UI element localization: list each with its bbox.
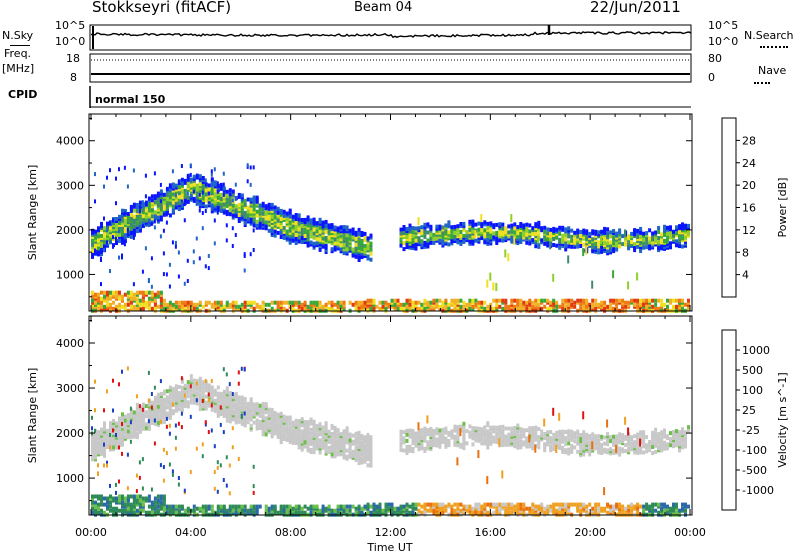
colorbar-tick-label: -500 (742, 464, 767, 477)
y-tick-label: 1000 (56, 268, 84, 281)
x-tick-label: 00:00 (674, 526, 706, 539)
cpid-value: normal 150 (95, 93, 166, 106)
colorbar-tick-label: -100 (742, 444, 767, 457)
velocity-axes: 1000 2000 3000 4000 Slant Range [km] (26, 316, 692, 515)
colorbar-tick-label: 20 (742, 179, 756, 192)
y-tick-label: 3000 (56, 179, 84, 192)
power-axes: 1000 2000 3000 4000 Slant Range [km] (26, 114, 692, 311)
x-tick-label: 08:00 (275, 526, 307, 539)
nsky-strip-frame (89, 24, 692, 51)
colorbar-tick-label: -1000 (742, 484, 774, 497)
nave-dotted-key (754, 82, 770, 84)
x-axis-label: Time UT (366, 541, 412, 554)
freq-strip-frame (89, 53, 692, 83)
x-tick-label: 04:00 (175, 526, 207, 539)
nsearch-label: N.Search (744, 29, 794, 42)
nave-label: Nave (758, 64, 787, 77)
nsearch-bottom-tick: 10^0 (708, 35, 739, 48)
nsky-top-tick: 10^5 (55, 19, 86, 32)
x-tick-label: 20:00 (574, 526, 606, 539)
y-tick-label: 4000 (56, 135, 84, 148)
nave-bottom-tick: 0 (708, 71, 715, 84)
nsky-bottom-tick: 10^0 (55, 35, 86, 48)
power-colorbar: 4 8 12 16 20 24 28 Power [dB] (721, 117, 789, 298)
power-heatmap (91, 163, 690, 313)
colorbar-tick-label: 8 (742, 246, 749, 259)
x-tick-label: 12:00 (375, 526, 407, 539)
colorbar-tick-label: 28 (742, 134, 756, 147)
colorbar-frame (721, 329, 737, 511)
colorbar-tick-label: 4 (742, 269, 749, 282)
freq-unit: [MHz] (2, 62, 35, 75)
y-axis-label: Slant Range [km] (26, 368, 39, 464)
colorbar-tick-label: 24 (742, 157, 756, 170)
nsky-underline (10, 45, 30, 46)
colorbar-tick-label: 25 (742, 404, 756, 417)
y-axis-label: Slant Range [km] (26, 165, 39, 261)
x-tick-label: 00:00 (75, 526, 107, 539)
y-tick-label: 4000 (56, 337, 84, 350)
velocity-heatmap (91, 366, 690, 517)
colorbar-tick-label: 500 (742, 364, 763, 377)
colorbar-tick-label: 100 (742, 384, 763, 397)
colorbar-tick-label: -25 (742, 424, 760, 437)
colorbar-tick-label: 16 (742, 202, 756, 215)
velocity-colorbar: -1000 -500 -100 -25 25 100 500 1000 Velocity [m … (721, 329, 789, 511)
nsky-trace (90, 31, 692, 39)
nsearch-top-tick: 10^5 (708, 19, 739, 32)
colorbar-frame (721, 117, 737, 298)
freq-top-tick: 18 (66, 52, 80, 65)
date-title: 22/Jun/2011 (590, 0, 681, 16)
y-tick-label: 3000 (56, 382, 84, 395)
colorbar-label: Velocity [m s^-1] (776, 372, 789, 467)
beam-title: Beam 04 (354, 0, 413, 15)
nsky-label: N.Sky (2, 29, 34, 42)
y-tick-label: 2000 (56, 224, 84, 237)
station-title: Stokkseyri (fitACF) (92, 0, 232, 16)
nsearch-dotted-key (760, 46, 788, 48)
freq-label: Freq. (4, 47, 32, 60)
time-axis: 00:00 04:00 08:00 12:00 16:00 20:00 00:00 Time … (75, 526, 706, 554)
cpid-label: CPID (8, 88, 38, 101)
nave-top-tick: 80 (708, 52, 722, 65)
y-tick-label: 2000 (56, 427, 84, 440)
colorbar-tick-label: 1000 (742, 344, 770, 357)
colorbar-tick-label: 12 (742, 224, 756, 237)
freq-bottom-tick: 8 (70, 71, 77, 84)
y-tick-label: 1000 (56, 472, 84, 485)
power-panel-frame (88, 113, 693, 312)
colorbar-label: Power [dB] (776, 178, 789, 238)
x-tick-label: 16:00 (474, 526, 506, 539)
